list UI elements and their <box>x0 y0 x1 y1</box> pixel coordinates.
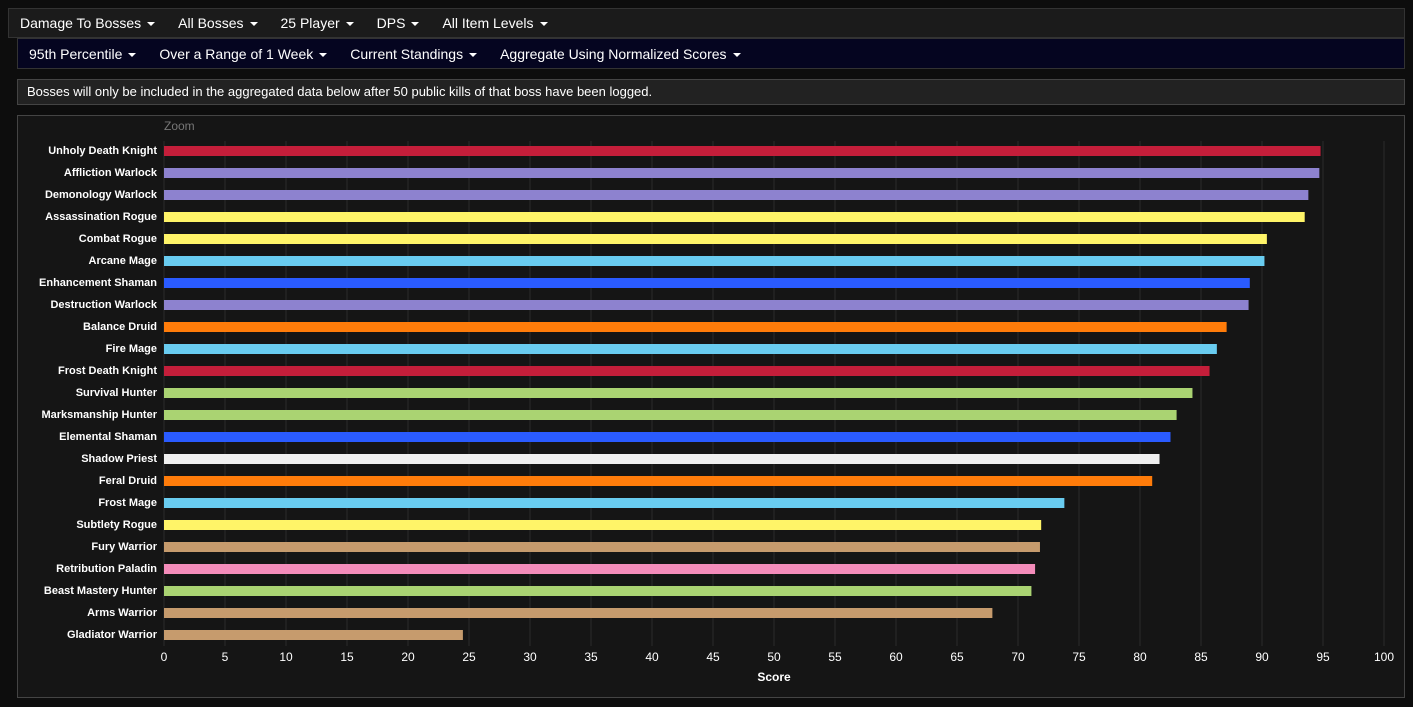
bar <box>164 366 1210 376</box>
bar <box>164 498 1065 508</box>
menu-item[interactable]: DPS <box>377 15 420 31</box>
bar <box>164 432 1171 442</box>
y-tick-label: Affliction Warlock <box>64 167 158 179</box>
bar <box>164 454 1160 464</box>
bar <box>164 520 1042 530</box>
bar <box>164 542 1040 552</box>
y-tick-label: Survival Hunter <box>76 387 158 399</box>
bar <box>164 476 1153 486</box>
x-tick-label: 80 <box>1133 650 1147 664</box>
bar <box>164 608 993 618</box>
x-tick-label: 0 <box>161 650 168 664</box>
x-tick-label: 25 <box>462 650 476 664</box>
y-tick-label: Retribution Paladin <box>56 563 157 575</box>
bar <box>164 388 1193 398</box>
y-tick-label: Frost Mage <box>98 497 157 509</box>
x-tick-label: 5 <box>222 650 229 664</box>
y-tick-label: Enhancement Shaman <box>39 277 157 289</box>
menu-item[interactable]: All Bosses <box>178 15 257 31</box>
x-tick-label: 75 <box>1072 650 1086 664</box>
menu-item[interactable]: 95th Percentile <box>29 46 136 62</box>
bar <box>164 234 1267 244</box>
y-tick-label: Fire Mage <box>106 343 157 355</box>
y-tick-label: Assassination Rogue <box>45 211 157 223</box>
x-tick-label: 90 <box>1255 650 1269 664</box>
y-tick-label: Arcane Mage <box>89 255 157 267</box>
zoom-label[interactable]: Zoom <box>164 119 195 133</box>
x-tick-label: 10 <box>279 650 293 664</box>
y-tick-label: Frost Death Knight <box>58 365 157 377</box>
bar <box>164 300 1249 310</box>
x-tick-label: 95 <box>1316 650 1330 664</box>
menu-item[interactable]: 25 Player <box>281 15 354 31</box>
bar <box>164 190 1309 200</box>
x-tick-label: 20 <box>401 650 415 664</box>
menu-item[interactable]: All Item Levels <box>442 15 547 31</box>
x-tick-label: 70 <box>1011 650 1025 664</box>
bar <box>164 410 1177 420</box>
y-tick-label: Demonology Warlock <box>45 189 158 201</box>
y-tick-label: Marksmanship Hunter <box>41 409 157 421</box>
secondary-menu: 95th Percentile Over a Range of 1 Week C… <box>17 38 1405 69</box>
y-tick-label: Shadow Priest <box>81 453 157 465</box>
bar <box>164 564 1036 574</box>
y-tick-label: Unholy Death Knight <box>48 145 157 157</box>
x-tick-label: 85 <box>1194 650 1208 664</box>
bar <box>164 212 1305 222</box>
x-tick-label: 50 <box>767 650 781 664</box>
bar <box>164 630 463 640</box>
x-tick-label: 45 <box>706 650 720 664</box>
y-tick-label: Fury Warrior <box>91 541 157 553</box>
x-tick-label: 40 <box>645 650 659 664</box>
menu-item[interactable]: Aggregate Using Normalized Scores <box>500 46 740 62</box>
bar <box>164 278 1250 288</box>
y-tick-label: Beast Mastery Hunter <box>44 585 158 597</box>
y-tick-label: Combat Rogue <box>79 233 157 245</box>
x-tick-label: 55 <box>828 650 842 664</box>
y-tick-label: Feral Druid <box>99 475 157 487</box>
x-tick-label: 100 <box>1374 650 1394 664</box>
menu-item[interactable]: Damage To Bosses <box>20 15 155 31</box>
x-axis-title: Score <box>757 670 791 684</box>
primary-menu: Damage To Bosses All Bosses 25 Player DP… <box>8 8 1405 38</box>
bar <box>164 344 1217 354</box>
x-tick-label: 35 <box>584 650 598 664</box>
x-tick-label: 65 <box>950 650 964 664</box>
x-tick-label: 60 <box>889 650 903 664</box>
x-tick-label: 30 <box>523 650 537 664</box>
bar <box>164 256 1265 266</box>
y-tick-label: Destruction Warlock <box>50 299 157 311</box>
x-tick-label: 15 <box>340 650 354 664</box>
y-tick-label: Subtlety Rogue <box>76 519 157 531</box>
y-tick-label: Elemental Shaman <box>59 431 157 443</box>
menu-item[interactable]: Over a Range of 1 Week <box>159 46 327 62</box>
y-tick-label: Gladiator Warrior <box>67 629 158 641</box>
notice: Bosses will only be included in the aggr… <box>17 79 1405 105</box>
y-tick-label: Balance Druid <box>83 321 157 333</box>
bar <box>164 168 1320 178</box>
y-tick-label: Arms Warrior <box>87 607 158 619</box>
menu-item[interactable]: Current Standings <box>350 46 477 62</box>
bar <box>164 586 1032 596</box>
bar <box>164 146 1321 156</box>
bar <box>164 322 1227 332</box>
